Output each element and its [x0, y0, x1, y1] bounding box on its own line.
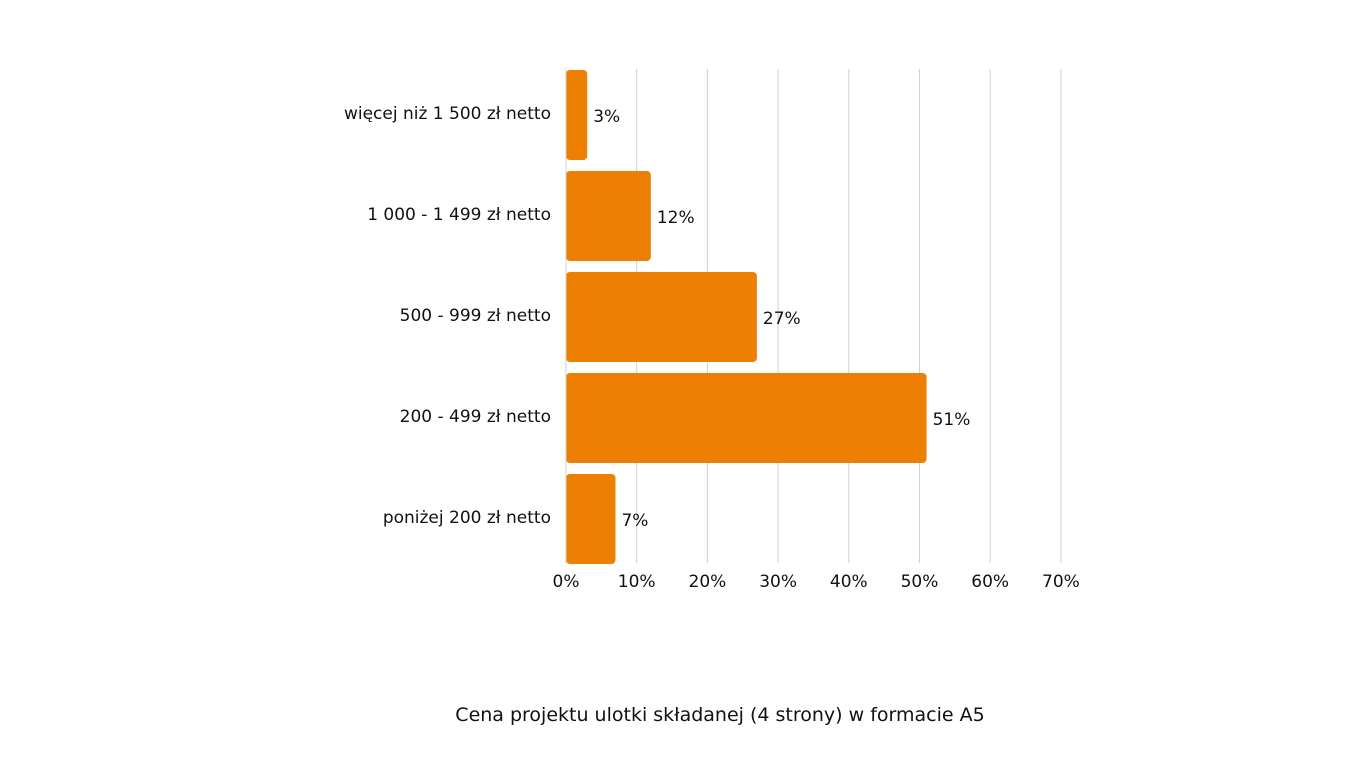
x-tick-label: 70%	[1042, 572, 1080, 592]
bar	[566, 70, 588, 160]
x-tick-label: 60%	[971, 572, 1009, 592]
x-tick-label: 40%	[830, 572, 868, 592]
x-tick-label: 50%	[901, 572, 939, 592]
data-label: 12%	[657, 208, 695, 228]
x-tick-label: 10%	[618, 572, 656, 592]
chart-title: Cena projektu ulotki składanej (4 strony…	[455, 704, 985, 726]
x-tick-label: 20%	[689, 572, 727, 592]
category-label: 1 000 - 1 499 zł netto	[367, 205, 551, 225]
data-label: 51%	[933, 410, 971, 430]
data-label: 3%	[593, 107, 620, 127]
category-label: więcej niż 1 500 zł netto	[344, 104, 551, 124]
bar	[566, 373, 927, 463]
x-tick-label: 30%	[759, 572, 797, 592]
bar	[566, 272, 757, 362]
x-tick-label: 0%	[553, 572, 580, 592]
data-label: 7%	[621, 511, 648, 531]
category-label: 500 - 999 zł netto	[400, 306, 551, 326]
bar	[566, 474, 616, 564]
category-label: poniżej 200 zł netto	[383, 508, 551, 528]
bar	[566, 171, 651, 261]
category-label: 200 - 499 zł netto	[400, 407, 551, 427]
data-label: 27%	[763, 309, 801, 329]
